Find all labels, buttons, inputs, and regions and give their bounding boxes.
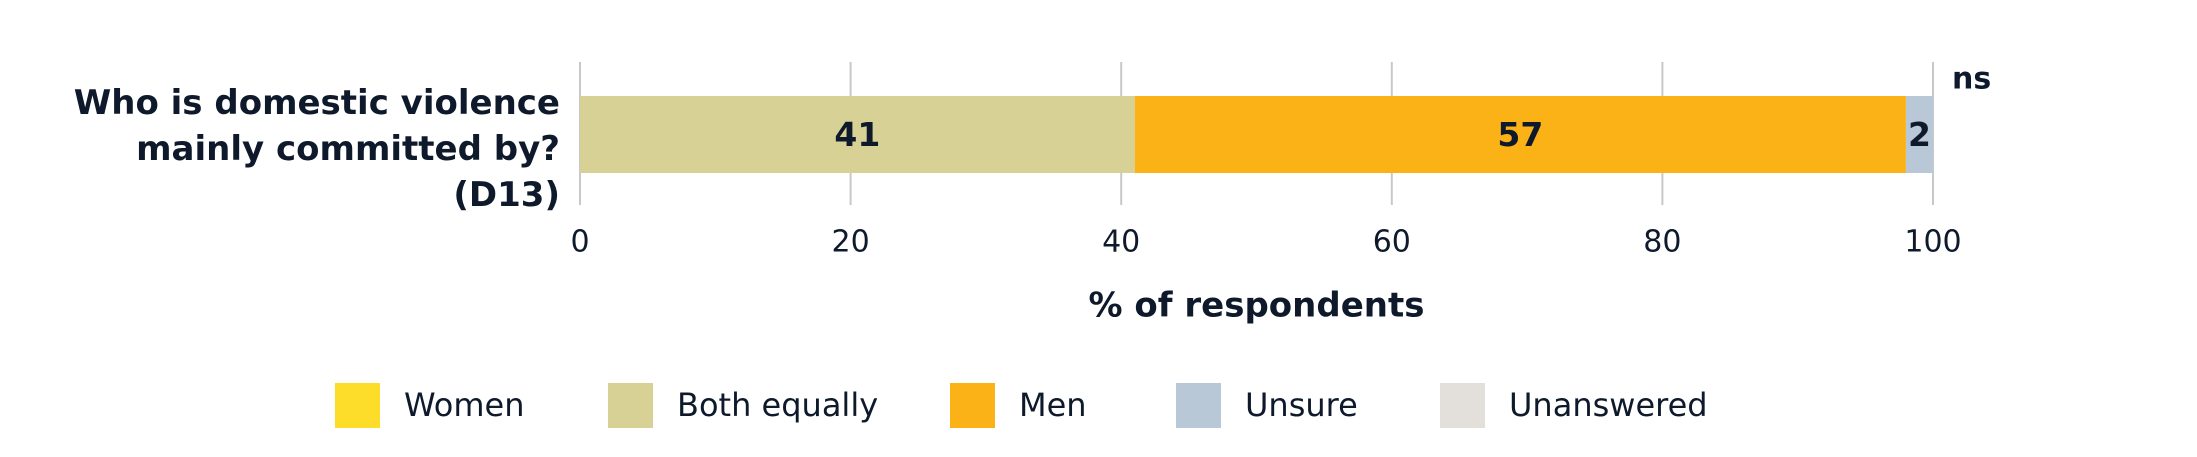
- bar-segment: [580, 96, 1135, 173]
- x-axis-title: % of respondents: [1089, 286, 1425, 326]
- data-label: 41: [834, 115, 880, 154]
- x-tick-label: 20: [832, 225, 870, 260]
- legend-label: Both equally: [677, 386, 878, 424]
- category-label: Who is domestic violence mainly committe…: [73, 83, 560, 215]
- data-label: 57: [1497, 115, 1543, 154]
- legend-label: Women: [404, 386, 524, 424]
- legend-swatch: [950, 383, 995, 428]
- bar-segment: [1905, 96, 1933, 173]
- data-label: 2: [1908, 115, 1931, 154]
- x-tick-label: 40: [1102, 225, 1140, 260]
- x-tick-label: 80: [1643, 225, 1681, 260]
- legend-label: Men: [1019, 386, 1087, 424]
- x-tick-label: 60: [1373, 225, 1411, 260]
- legend-swatch: [608, 383, 653, 428]
- legend-swatch: [1440, 383, 1485, 428]
- legend-swatch: [335, 383, 380, 428]
- legend-swatch: [1176, 383, 1221, 428]
- bar-segment: [1134, 96, 1906, 173]
- annotation: ns: [1952, 62, 1991, 97]
- legend-label: Unsure: [1245, 386, 1358, 424]
- x-tick-label: 100: [1904, 225, 1961, 260]
- legend-label: Unanswered: [1509, 386, 1708, 424]
- x-tick-label: 0: [570, 225, 589, 260]
